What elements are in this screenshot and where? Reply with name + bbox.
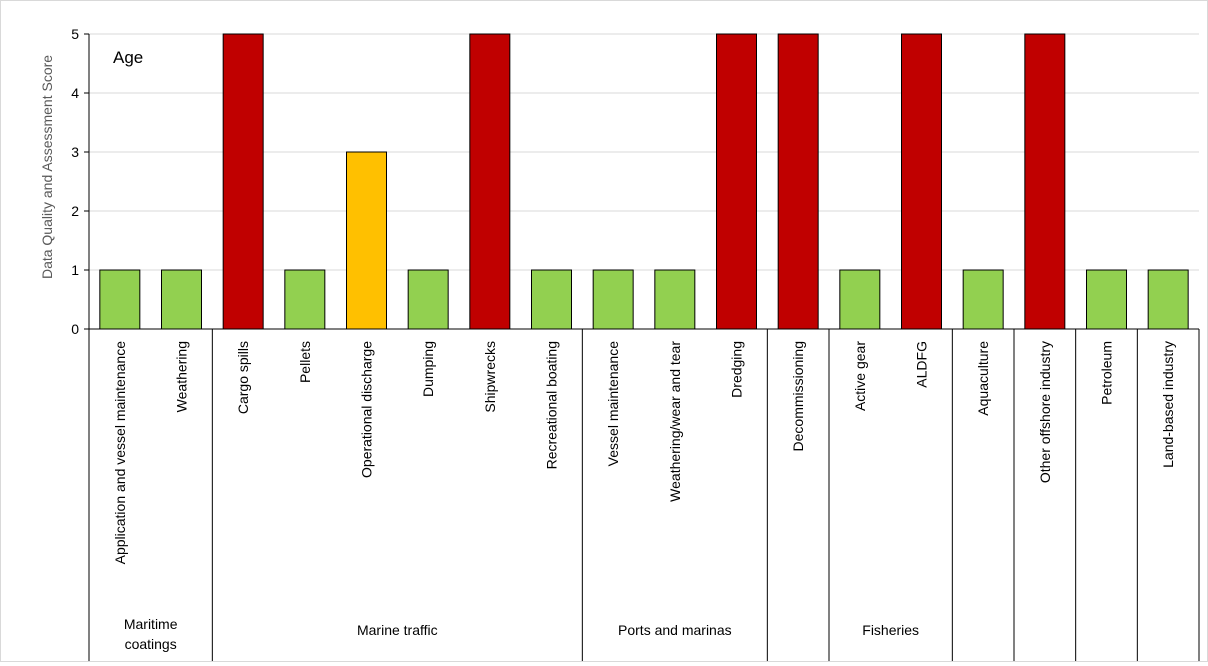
bar-12 bbox=[839, 269, 881, 330]
bar-14 bbox=[962, 269, 1004, 330]
x-tick-label: Application and vessel maintenance bbox=[112, 341, 128, 565]
y-tick-labels: 0 1 2 3 4 5 bbox=[71, 26, 79, 337]
x-tick-label: Operational discharge bbox=[359, 341, 375, 478]
bar-0 bbox=[99, 269, 141, 330]
x-tick-label: Cargo spills bbox=[235, 341, 251, 414]
x-tick-label: Dredging bbox=[729, 341, 745, 398]
bar-3 bbox=[284, 269, 326, 330]
y-tick-label: 2 bbox=[71, 203, 79, 219]
y-tick-label: 0 bbox=[71, 321, 79, 337]
x-tick-label: Aquaculture bbox=[975, 341, 991, 416]
y-tick-label: 4 bbox=[71, 85, 79, 101]
gridlines bbox=[89, 33, 1199, 271]
x-tick-label: ALDFG bbox=[914, 341, 930, 388]
bar-4 bbox=[346, 151, 387, 330]
x-tick-label: Land-based industry bbox=[1160, 341, 1176, 468]
y-tick-label: 1 bbox=[71, 262, 79, 278]
bar-9 bbox=[654, 269, 696, 330]
y-tick-label: 5 bbox=[71, 26, 79, 42]
x-tick-label: Shipwrecks bbox=[482, 341, 498, 413]
bar-1 bbox=[161, 269, 202, 330]
bar-2 bbox=[222, 33, 264, 330]
x-tick-label: Petroleum bbox=[1099, 341, 1115, 405]
chart-annotation: Age bbox=[113, 48, 143, 67]
bar-13 bbox=[901, 33, 942, 330]
x-tick-label: Dumping bbox=[420, 341, 436, 397]
bar-11 bbox=[777, 33, 819, 330]
bar-15 bbox=[1024, 33, 1066, 330]
group-label: Fisheries bbox=[862, 622, 919, 638]
x-tick-label: Recreational boating bbox=[544, 341, 560, 469]
group-labels: Maritime coatings Marine traffic Ports and … bbox=[124, 616, 919, 652]
bar-7 bbox=[531, 269, 572, 330]
group-label: Marine traffic bbox=[357, 622, 438, 638]
x-tick-label: Active gear bbox=[852, 341, 868, 411]
x-tick-label: Pellets bbox=[297, 341, 313, 383]
x-tick-label: Vessel maintenance bbox=[605, 341, 621, 467]
x-tick-label: Weathering/wear and tear bbox=[667, 341, 683, 502]
bar-17 bbox=[1147, 269, 1189, 330]
bar-5 bbox=[407, 269, 449, 330]
axes bbox=[84, 33, 1200, 661]
x-tick-label: Other offshore industry bbox=[1037, 341, 1053, 483]
bar-6 bbox=[469, 33, 511, 330]
bars bbox=[99, 33, 1189, 330]
bar-8 bbox=[592, 269, 634, 330]
x-tick-labels: Application and vessel maintenance Weathe… bbox=[112, 341, 1176, 565]
group-label: coatings bbox=[125, 636, 177, 652]
group-label: Ports and marinas bbox=[618, 622, 732, 638]
bar-10 bbox=[716, 33, 757, 330]
y-axis-label: Data Quality and Assessment Score bbox=[39, 55, 55, 279]
y-tick-label: 3 bbox=[71, 144, 79, 160]
group-label: Maritime bbox=[124, 616, 178, 632]
x-tick-label: Decommissioning bbox=[790, 341, 806, 451]
x-tick-label: Weathering bbox=[174, 341, 190, 412]
bar-16 bbox=[1086, 269, 1127, 330]
